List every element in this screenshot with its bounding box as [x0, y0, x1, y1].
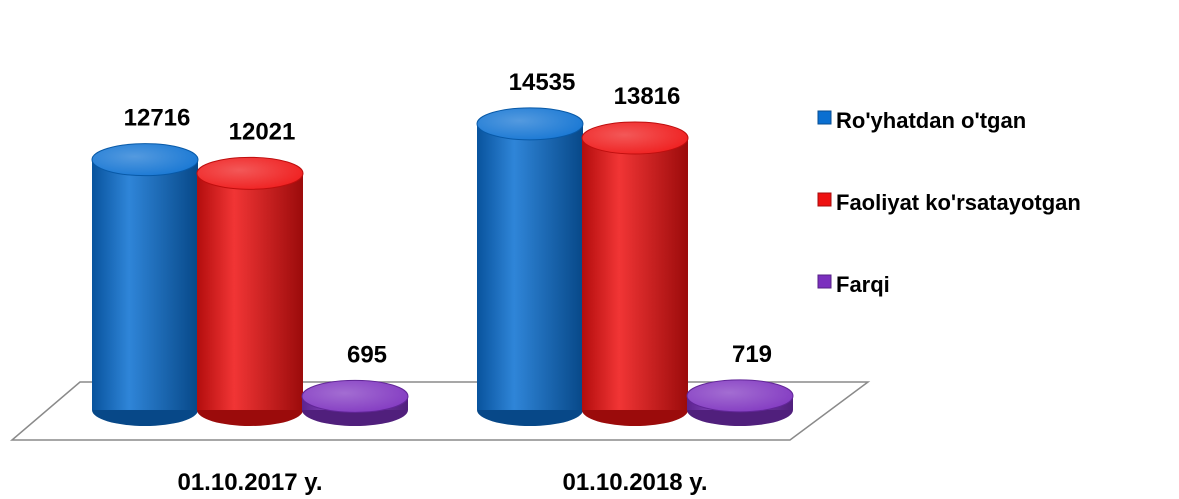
value-label: 12716: [124, 105, 191, 132]
bars-layer: [91, 107, 794, 426]
bar-top: [476, 107, 584, 141]
legend-swatch: [817, 192, 832, 207]
bar-0-1: [476, 107, 584, 426]
legend-label: Ro'yhatdan o'tgan: [836, 108, 1026, 133]
bar-side: [92, 159, 198, 410]
value-label: 695: [347, 341, 387, 368]
value-label: 719: [732, 341, 772, 368]
bar-0-0: [91, 143, 199, 426]
bar-side: [582, 137, 688, 410]
legend-item: Ro'yhatdan o'tgan: [817, 108, 1026, 133]
value-label: 14535: [509, 69, 576, 96]
value-label: 13816: [614, 83, 681, 110]
bar-top: [686, 379, 794, 413]
legend-item: Farqi: [817, 272, 890, 297]
bar-2-0: [301, 379, 409, 426]
bar-side: [197, 173, 303, 410]
bar-top: [196, 156, 304, 190]
legend-swatch: [817, 274, 832, 289]
legend-label: Faoliyat ko'rsatayotgan: [836, 190, 1081, 215]
bar-side: [477, 123, 583, 410]
bar-top: [301, 379, 409, 413]
category-label: 01.10.2017 y.: [177, 469, 322, 496]
bar-top: [91, 143, 199, 177]
legend-label: Farqi: [836, 272, 890, 297]
category-label: 01.10.2018 y.: [562, 469, 707, 496]
bar-2-1: [686, 379, 794, 426]
bar-1-0: [196, 156, 304, 426]
bar-top: [581, 121, 689, 155]
bar-1-1: [581, 121, 689, 426]
value-label: 12021: [229, 118, 296, 145]
legend-swatch: [817, 110, 832, 125]
legend-item: Faoliyat ko'rsatayotgan: [817, 190, 1081, 215]
labels-layer: 12716 12021 695 01.10.2017 y. 14535 13816 719 0…: [124, 69, 772, 496]
legend: Ro'yhatdan o'tgan Faoliyat ko'rsatayotgan…: [817, 108, 1081, 297]
